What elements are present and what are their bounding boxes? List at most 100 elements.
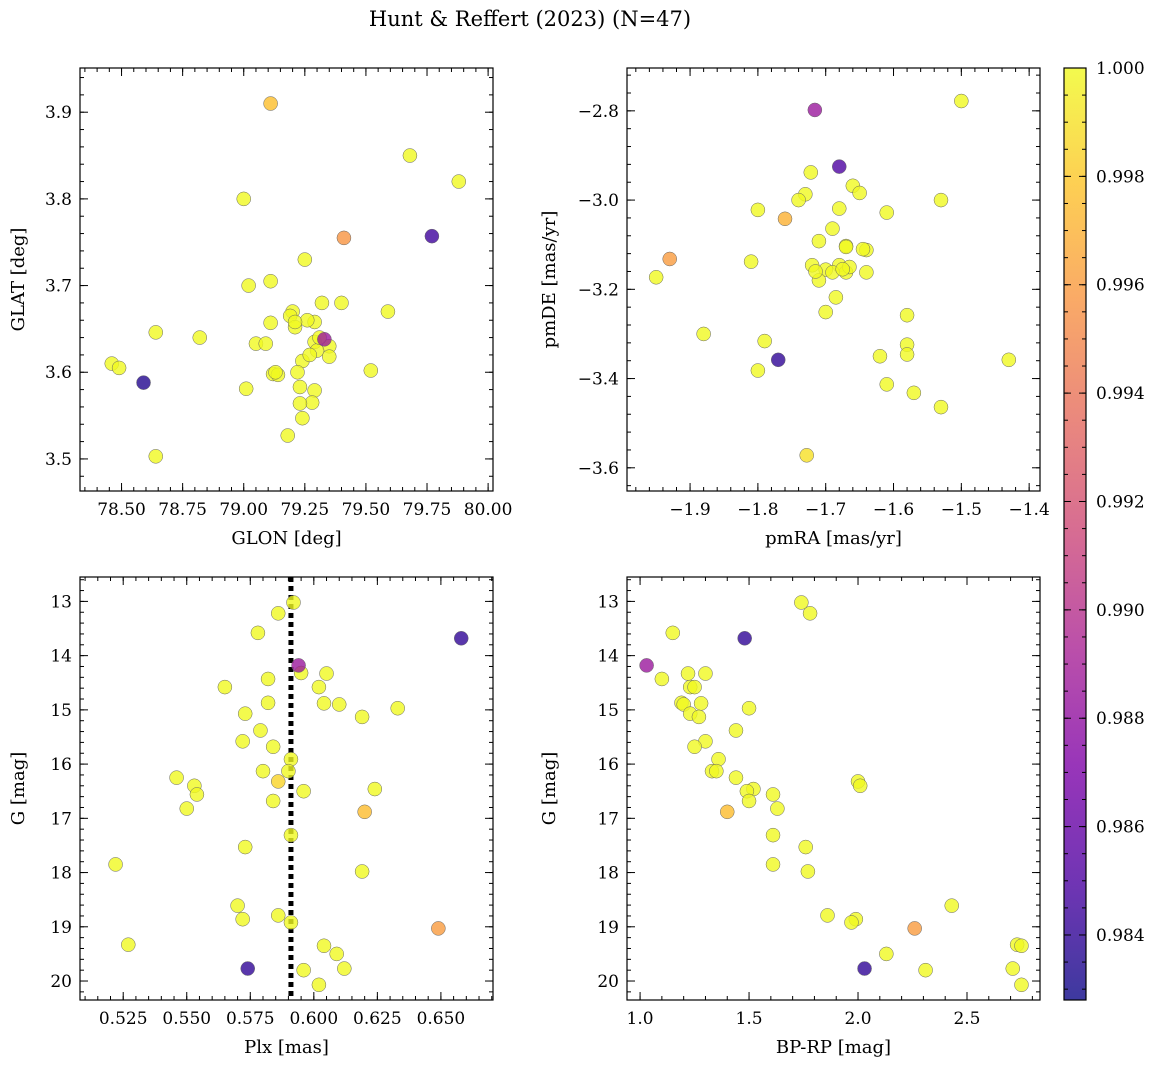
data-point [292, 396, 308, 411]
data-point [1014, 977, 1029, 993]
data-point [136, 375, 151, 390]
data-point [263, 315, 278, 331]
data-point [319, 666, 334, 681]
data-point [709, 763, 724, 779]
data-point [402, 148, 418, 163]
data-point [287, 314, 303, 330]
x-axis-label: Plx [mas] [244, 1037, 329, 1058]
data-point [765, 787, 781, 802]
y-tick-label: 17 [597, 809, 619, 829]
x-tick-label: −1.8 [737, 500, 778, 520]
data-point [296, 783, 311, 799]
x-tick-label: 0.650 [417, 1009, 466, 1029]
data-point [169, 770, 184, 785]
data-point [334, 295, 349, 311]
y-tick-label: −3.2 [578, 280, 619, 300]
data-point [255, 763, 271, 779]
data-point [696, 326, 711, 342]
data-point [148, 325, 164, 340]
panel-2: −1.9 −1.8 −1.7 −1.6 −1.5 −1.4 −3.6 −3.4 −3.2 −3.0… [539, 67, 1050, 549]
data-point [835, 261, 850, 277]
data-point [954, 93, 969, 109]
figure-title: Hunt & Reffert (2023) (N=47) [369, 7, 691, 31]
data-point [777, 211, 793, 227]
y-axis-label: pmDE [mas/yr] [539, 211, 560, 349]
panel-4: 1.0 1.5 2.0 2.5 13 14 15 16 17 18 19 20 BP-RP [mag] G… [539, 576, 1041, 1058]
x-tick-label: 78.50 [97, 500, 146, 520]
x-tick-label: 0.525 [99, 1009, 148, 1029]
data-point [832, 201, 847, 216]
y-tick-label: 3.9 [45, 103, 72, 123]
data-point [236, 191, 251, 207]
data-point [270, 606, 286, 621]
data-point [879, 946, 894, 962]
data-point [639, 658, 654, 673]
data-point [270, 774, 286, 789]
data-point [268, 364, 283, 380]
y-tick-label: 18 [597, 864, 619, 884]
data-point [280, 428, 295, 443]
y-tick-label: −3.0 [578, 191, 619, 211]
data-point [687, 739, 702, 754]
x-tick-label: 2.0 [844, 1009, 871, 1029]
data-point [302, 347, 317, 363]
data-point [148, 449, 164, 464]
colorbar-tick-label: 0.988 [1096, 709, 1145, 729]
colorbar-tick-label: 0.996 [1096, 276, 1145, 296]
x-tick-label: −1.4 [1009, 500, 1050, 520]
data-point [317, 332, 332, 347]
x-tick-label: 79.25 [280, 500, 329, 520]
data-point [307, 383, 322, 398]
y-tick-label: 3.5 [45, 450, 72, 470]
x-tick-label: 0.575 [226, 1009, 275, 1029]
data-point [311, 679, 327, 695]
data-point [291, 658, 306, 673]
colorbar-tick-label: 0.992 [1096, 492, 1145, 512]
y-axis-label: G [mag] [8, 752, 29, 825]
data-point [367, 781, 383, 797]
data-point [121, 937, 136, 952]
data-point [844, 915, 859, 930]
colorbar-ticks: 0.984 0.986 0.988 0.990 0.992 0.994 0.996 0.998… [1064, 59, 1145, 990]
colorbar-gradient [1064, 68, 1086, 1000]
data-point [286, 595, 301, 610]
y-tick-label: 3.8 [45, 190, 72, 210]
data-point [290, 364, 305, 380]
data-point [240, 961, 255, 976]
data-point [933, 192, 949, 208]
data-point [453, 631, 469, 646]
data-point [281, 763, 296, 779]
x-tick-label: 1.5 [736, 1009, 763, 1029]
data-point [852, 778, 868, 794]
axes-frame [626, 67, 1041, 492]
data-point [899, 307, 915, 323]
data-point [691, 709, 707, 725]
data-point [238, 381, 254, 396]
y-tick-label: 20 [597, 972, 619, 992]
y-tick-label: 17 [50, 809, 72, 829]
data-point [431, 921, 446, 936]
data-point [791, 192, 806, 208]
data-point [750, 363, 766, 378]
data-point [354, 709, 370, 725]
data-point [879, 377, 894, 392]
data-point [108, 857, 123, 872]
x-axis-label: BP-RP [mag] [776, 1037, 891, 1058]
y-tick-label: 20 [50, 972, 72, 992]
data-point [648, 270, 664, 285]
y-tick-label: 15 [50, 701, 72, 721]
data-point [687, 679, 702, 695]
data-point [799, 448, 814, 463]
y-axis-label: G [mag] [539, 752, 560, 825]
data-point [336, 230, 352, 246]
data-point [316, 938, 332, 954]
panel-3: 0.525 0.550 0.575 0.600 0.625 0.650 13 14 15 16 17… [8, 576, 494, 1058]
data-point [235, 911, 250, 927]
data-point [662, 251, 677, 267]
data-point [944, 898, 959, 913]
data-point [263, 273, 278, 289]
data-point [728, 770, 744, 785]
x-tick-label: −1.5 [941, 500, 982, 520]
data-point [832, 159, 847, 174]
data-point [803, 165, 819, 180]
